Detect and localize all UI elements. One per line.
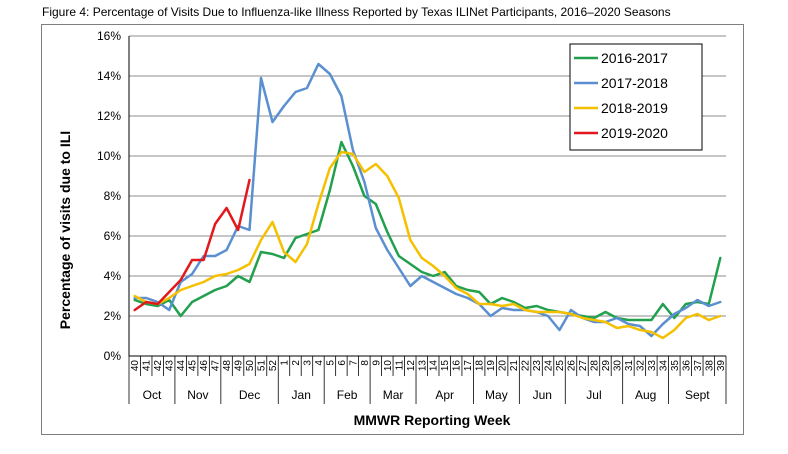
week-tick-label: 52	[268, 360, 279, 372]
month-label: Mar	[383, 388, 404, 402]
y-tick-label: 6%	[104, 229, 122, 243]
week-tick-label: 7	[348, 360, 359, 366]
week-tick-label: 43	[165, 360, 176, 372]
week-tick-label: 41	[142, 360, 153, 372]
y-tick-label: 2%	[104, 309, 122, 323]
week-tick-label: 44	[176, 360, 187, 372]
week-tick-label: 6	[337, 360, 348, 366]
week-tick-label: 27	[578, 360, 589, 372]
week-tick-label: 4	[314, 360, 325, 366]
week-tick-label: 36	[681, 360, 692, 372]
week-tick-label: 19	[486, 360, 497, 372]
legend-label: 2017-2018	[601, 75, 668, 91]
week-tick-label: 26	[567, 360, 578, 372]
month-label: Dec	[239, 388, 260, 402]
series-line-2016-2017	[133, 140, 722, 322]
week-tick-label: 47	[211, 360, 222, 372]
week-tick-label: 22	[521, 360, 532, 372]
week-tick-label: 34	[658, 360, 669, 372]
series-line-2017-2018	[133, 62, 722, 338]
y-tick-label: 8%	[104, 189, 122, 203]
week-tick-label: 40	[130, 360, 141, 372]
week-tick-label: 42	[153, 360, 164, 372]
week-tick-label: 29	[601, 360, 612, 372]
series-line-2018-2019	[133, 150, 722, 340]
figure-frame	[41, 24, 744, 435]
week-tick-label: 24	[544, 360, 555, 372]
y-tick-label: 0%	[104, 349, 122, 363]
month-label: Aug	[635, 388, 656, 402]
month-label: Nov	[187, 388, 208, 402]
series-line-2019-2020	[133, 178, 251, 312]
week-tick-label: 1	[279, 360, 290, 366]
legend-label: 2019-2020	[601, 125, 668, 141]
week-tick-label: 13	[417, 360, 428, 372]
y-tick-label: 14%	[97, 69, 121, 83]
month-label: Jun	[533, 388, 552, 402]
week-tick-label: 16	[452, 360, 463, 372]
week-tick-label: 25	[555, 360, 566, 372]
legend-label: 2016-2017	[601, 50, 668, 66]
week-tick-label: 2	[291, 360, 302, 366]
week-tick-label: 37	[693, 360, 704, 372]
week-tick-label: 11	[394, 360, 405, 371]
week-tick-label: 38	[704, 360, 715, 372]
week-tick-label: 35	[670, 360, 681, 372]
week-tick-label: 18	[475, 360, 486, 372]
week-tick-label: 14	[429, 360, 440, 372]
week-tick-label: 46	[199, 360, 210, 372]
month-label: May	[485, 388, 508, 402]
week-tick-label: 31	[624, 360, 635, 372]
week-tick-label: 9	[371, 360, 382, 366]
week-tick-label: 17	[463, 360, 474, 372]
month-label: Apr	[435, 388, 454, 402]
week-tick-label: 20	[498, 360, 509, 372]
week-tick-label: 8	[360, 360, 371, 366]
week-tick-label: 48	[222, 360, 233, 372]
week-tick-label: 3	[302, 360, 313, 366]
week-tick-label: 21	[509, 360, 520, 372]
month-label: Jan	[292, 388, 311, 402]
week-tick-label: 30	[612, 360, 623, 372]
y-tick-label: 10%	[97, 149, 121, 163]
week-tick-label: 23	[532, 360, 543, 372]
series-layer	[133, 62, 722, 340]
month-label: Oct	[143, 388, 162, 402]
y-tick-label: 4%	[104, 269, 122, 283]
week-tick-label: 32	[635, 360, 646, 372]
figure-title: Figure 4: Percentage of Visits Due to In…	[42, 5, 671, 19]
month-label: Feb	[337, 388, 358, 402]
month-label: Sept	[685, 388, 710, 402]
axis-layer: 0%2%4%6%8%10%12%14%16%40 41 42 43 44 45 46 47 48…	[97, 29, 727, 404]
week-tick-label: 50	[245, 360, 256, 372]
y-tick-label: 12%	[97, 109, 121, 123]
y-axis-title: Percentage of visits due to ILI	[57, 131, 73, 329]
week-tick-label: 45	[188, 360, 199, 372]
y-tick-label: 16%	[97, 29, 121, 43]
week-tick-label: 39	[716, 360, 727, 372]
week-tick-label: 12	[406, 360, 417, 372]
week-tick-label: 51	[257, 360, 268, 372]
week-tick-label: 28	[589, 360, 600, 372]
x-axis-title: MMWR Reporting Week	[354, 412, 511, 428]
week-tick-label: 5	[325, 360, 336, 366]
week-tick-label: 10	[383, 360, 394, 372]
legend: 2016-2017 2017-2018 2018-2019 2019-2020	[569, 43, 703, 151]
week-tick-label: 49	[234, 360, 245, 372]
week-tick-label: 15	[440, 360, 451, 372]
month-label: Jul	[586, 388, 601, 402]
legend-label: 2018-2019	[601, 100, 668, 116]
week-tick-label: 33	[647, 360, 658, 372]
